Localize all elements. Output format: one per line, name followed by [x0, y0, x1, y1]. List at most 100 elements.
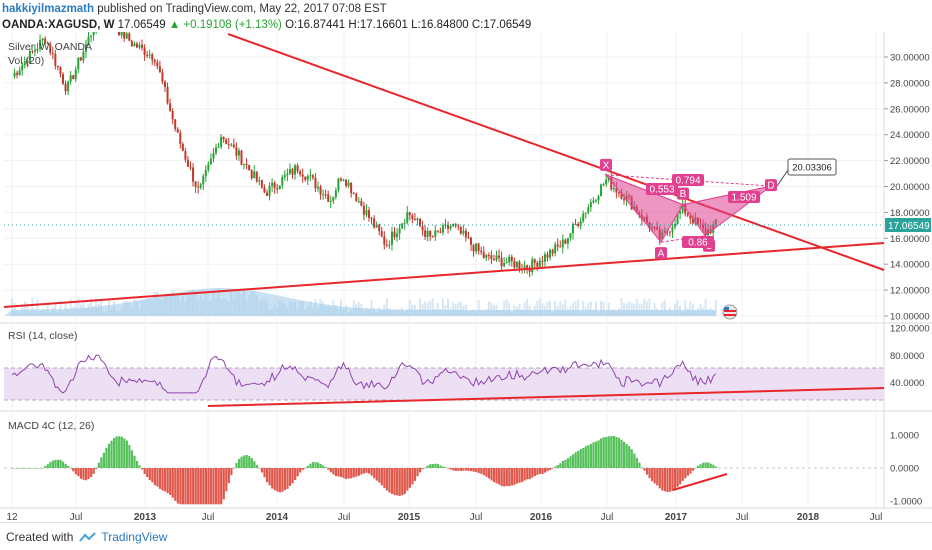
candle-body	[125, 33, 128, 39]
macd-bar	[74, 468, 77, 475]
volume-bar	[628, 301, 631, 316]
candle-body	[600, 184, 603, 197]
macd-bar	[258, 468, 261, 469]
candle-body	[556, 244, 559, 247]
price-tick-label: 30.00000	[890, 53, 930, 64]
candle-body	[485, 255, 488, 258]
macd-bar	[556, 464, 559, 468]
macd-bar	[457, 468, 460, 471]
candle-body	[306, 176, 309, 180]
volume-bar	[704, 299, 707, 316]
macd-bar	[696, 465, 700, 468]
macd-bar	[449, 468, 452, 470]
macd-bar	[301, 468, 304, 470]
macd-bar	[77, 468, 80, 477]
macd-bar	[286, 468, 289, 489]
volume-bar	[572, 303, 574, 316]
candle-body	[31, 50, 34, 52]
candle-body	[452, 224, 455, 227]
macd-bar	[273, 468, 276, 491]
macd-bar	[329, 468, 332, 473]
macd-bar	[16, 468, 19, 469]
macd-bar	[49, 462, 52, 468]
macd-bar	[390, 468, 394, 494]
macd-bar	[707, 462, 710, 468]
macd-bar	[385, 468, 389, 491]
macd-bar	[541, 468, 544, 474]
macd-bar	[577, 450, 580, 468]
candle-body	[329, 200, 332, 202]
price-tick-label: 16.00000	[890, 234, 930, 245]
macd-bar	[393, 468, 396, 496]
ascending-trendline[interactable]	[3, 242, 885, 308]
macd-bar	[118, 436, 121, 468]
candle-body	[49, 43, 52, 54]
author-link[interactable]: hakkiyilmazmath	[2, 3, 95, 15]
macd-bar	[528, 468, 531, 480]
candle-body	[237, 150, 240, 156]
macd-bar	[426, 465, 429, 468]
macd-bar	[635, 457, 638, 468]
main-pane[interactable]	[4, 32, 884, 322]
rsi-axis[interactable]: 120.0000 80.0000 40.0000	[890, 324, 930, 390]
candle-body	[161, 72, 164, 82]
macd-bar	[490, 468, 493, 481]
time-tick-label: Jul	[736, 512, 749, 522]
candle-body	[179, 132, 182, 145]
volume-legend: Vol (20)	[8, 55, 44, 67]
candle-body	[227, 144, 230, 146]
macd-bar	[498, 468, 501, 485]
macd-bar	[276, 468, 279, 492]
macd-bar	[138, 465, 141, 468]
macd-bar	[656, 468, 659, 486]
ratio-bd-label	[728, 191, 760, 203]
macd-bar	[123, 438, 126, 468]
candle-body	[370, 217, 373, 219]
footer: Created with TradingView	[0, 522, 932, 550]
rsi-trendline[interactable]	[207, 387, 885, 407]
ratio-xd-label	[682, 236, 714, 248]
macd-bar	[350, 468, 353, 479]
macd-bar	[133, 455, 136, 468]
candle-body	[120, 32, 123, 36]
candle-body	[283, 175, 286, 177]
candle-body	[189, 166, 192, 168]
candle-body	[623, 199, 625, 201]
macd-bar	[594, 441, 598, 468]
volume-bar	[421, 303, 424, 316]
macd-pane[interactable]	[4, 412, 884, 508]
macd-bar	[408, 468, 411, 488]
tradingview-logo-icon[interactable]	[79, 531, 97, 543]
volume-bar	[487, 301, 490, 316]
candle-body	[199, 184, 202, 188]
macd-bar	[179, 468, 182, 505]
candle-body	[44, 38, 47, 43]
macd-axis[interactable]: 1.0000 0.0000 -1.0000	[890, 431, 922, 508]
candle-body	[276, 188, 279, 190]
macd-bar	[156, 468, 159, 487]
macd-bar	[56, 459, 60, 468]
macd-bar	[429, 464, 432, 468]
macd-bar	[199, 468, 202, 505]
macd-bar	[373, 468, 376, 479]
target-callout[interactable]	[787, 158, 837, 176]
macd-trendline[interactable]	[672, 473, 728, 491]
ratio-xb-label	[672, 174, 704, 186]
macd-bar	[164, 468, 167, 492]
descending-trendline[interactable]	[227, 33, 885, 271]
time-axis[interactable]: 12 Jul 2013 Jul 2014 Jul 2015 Jul 2016 Jul 2017 Jul…	[6, 512, 882, 522]
macd-bar	[355, 468, 358, 477]
macd-bar	[513, 468, 516, 485]
tradingview-brand-link[interactable]: TradingView	[101, 529, 168, 544]
macd-bar	[518, 468, 521, 483]
candle-body	[118, 32, 121, 36]
earnings-flag-icon[interactable]	[722, 304, 738, 320]
macd-bar	[475, 468, 478, 473]
candle-body	[365, 210, 368, 215]
macd-bar	[531, 468, 534, 478]
volume-bar	[36, 299, 39, 316]
price-axis[interactable]: 30.00000 28.00000 26.00000 24.00000 22.00000…	[884, 53, 930, 323]
